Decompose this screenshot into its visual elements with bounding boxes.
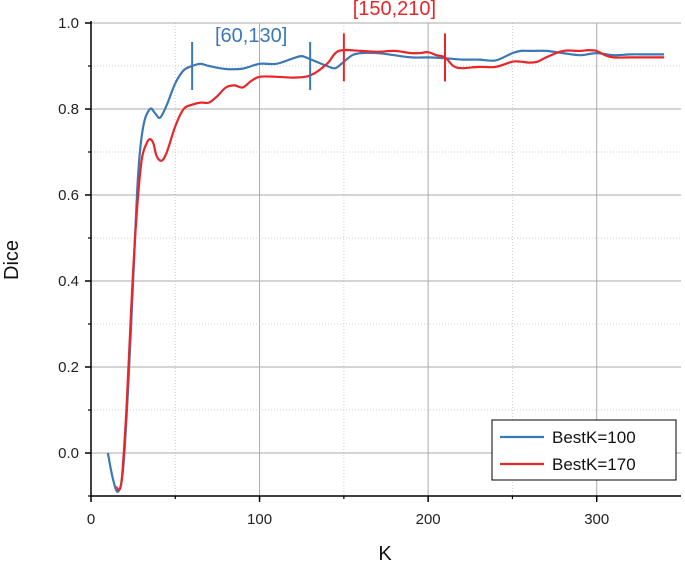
x-axis-title: K [378, 543, 392, 565]
tick-labels: 0 100 200 300 0.0 0.2 0.4 0.6 0.8 1.0 [58, 15, 609, 528]
x-tick-label: 100 [247, 511, 272, 528]
axes [85, 21, 681, 502]
series-line-1 [115, 48, 665, 492]
legend-box [491, 419, 677, 481]
y-tick-label: 0.6 [58, 187, 79, 204]
legend-label: BestK=100 [552, 428, 636, 447]
x-tick-label: 0 [87, 511, 95, 528]
x-tick-label: 300 [584, 511, 609, 528]
annotation-label: [60,130] [215, 25, 287, 47]
annotation-label: [150,210] [353, 0, 436, 20]
x-tick-label: 200 [416, 511, 441, 528]
y-tick-label: 0.2 [58, 359, 79, 376]
y-axis-title: Dice [1, 240, 23, 280]
y-tick-label: 0.0 [58, 445, 79, 462]
y-tick-label: 0.8 [58, 101, 79, 118]
legend: BestK=100 BestK=170 [491, 419, 677, 481]
y-tick-label: 1.0 [58, 15, 79, 32]
legend-label: BestK=170 [552, 455, 636, 474]
annotation-layer: [60,130] [150,210] [191, 0, 446, 90]
y-tick-label: 0.4 [58, 273, 79, 290]
